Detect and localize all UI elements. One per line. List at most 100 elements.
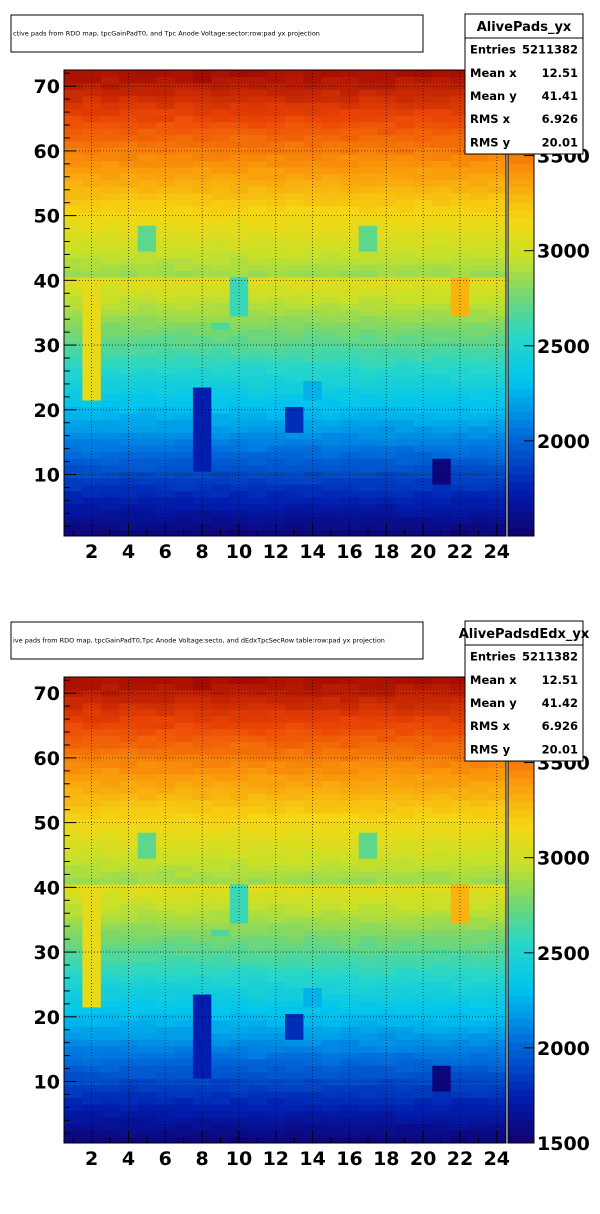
heatmap-cell <box>156 180 175 187</box>
heatmap-cell <box>377 102 396 110</box>
heatmap-cell <box>413 780 433 788</box>
heatmap-cell <box>321 735 341 743</box>
heatmap-cell <box>137 464 157 472</box>
heatmap-cell <box>395 147 415 155</box>
heatmap-cell <box>358 1007 378 1014</box>
heatmap-cell <box>432 192 452 200</box>
heatmap-cell <box>248 722 267 730</box>
heatmap-cell <box>285 354 304 362</box>
heatmap-cell <box>285 134 304 142</box>
heatmap-cell <box>137 942 157 950</box>
heatmap-cell <box>211 929 231 937</box>
heatmap-cell <box>248 231 267 239</box>
heatmap-cell <box>358 231 378 239</box>
heatmap-cell <box>340 774 360 781</box>
heatmap-cell <box>64 225 83 233</box>
heatmap-cell <box>211 748 231 756</box>
heatmap-cell <box>358 335 378 343</box>
heatmap-cell <box>100 121 120 129</box>
heatmap-cell <box>358 1078 378 1086</box>
heatmap-cell <box>174 968 194 976</box>
heatmap-cell <box>64 218 83 226</box>
heatmap-cell <box>285 754 304 762</box>
heatmap-cell <box>377 871 396 879</box>
heatmap-cell <box>229 864 249 872</box>
heatmap-cell <box>395 916 415 924</box>
heatmap-cell <box>100 497 120 505</box>
heatmap-cell <box>174 141 194 149</box>
heatmap-cell <box>137 134 157 142</box>
heatmap-cell <box>432 903 452 911</box>
heatmap-cell <box>321 1045 341 1053</box>
heatmap-cell <box>358 503 378 511</box>
heatmap-cell <box>174 871 194 879</box>
heatmap-cell <box>285 948 304 956</box>
heatmap-cell <box>64 974 83 982</box>
heatmap-cell <box>487 264 507 272</box>
heatmap-cell <box>137 160 157 168</box>
heatmap-cell <box>248 128 267 136</box>
heatmap-cell <box>64 264 83 272</box>
heatmap-cell <box>137 1058 157 1066</box>
heatmap-cell <box>156 380 175 388</box>
heatmap-cell <box>266 948 286 956</box>
heatmap-cell <box>340 490 360 498</box>
heatmap-cell <box>395 432 415 440</box>
heatmap-cell <box>340 825 360 833</box>
heatmap-cell <box>174 134 194 142</box>
heatmap-cell <box>487 1097 507 1105</box>
heatmap-cell <box>64 516 83 524</box>
heatmap-cell <box>248 851 267 859</box>
heatmap-cell <box>340 173 360 181</box>
heatmap-cell <box>211 780 231 788</box>
heatmap-cell <box>192 244 212 252</box>
heatmap-cell <box>248 516 267 524</box>
heatmap-cell <box>211 251 231 259</box>
y-tick-label: 50 <box>34 206 60 228</box>
heatmap-cell <box>156 296 175 304</box>
heatmap-cell <box>487 205 507 213</box>
heatmap-cell <box>285 799 304 807</box>
heatmap-cell <box>413 812 433 820</box>
heatmap-cell <box>229 787 249 794</box>
heatmap-cell <box>229 994 249 1002</box>
heatmap-cell <box>358 115 378 123</box>
heatmap-cell <box>248 793 267 801</box>
heatmap-cell <box>377 205 396 213</box>
heatmap-cell <box>137 819 157 827</box>
heatmap-cell <box>64 335 83 343</box>
heatmap-cell <box>413 458 433 466</box>
heatmap-cell <box>156 774 175 781</box>
heatmap-cell <box>174 354 194 362</box>
heatmap-cell <box>432 238 452 246</box>
heatmap-cell <box>100 425 120 433</box>
heatmap-cell <box>82 825 102 833</box>
heatmap-cell <box>321 709 341 717</box>
heatmap-cell <box>137 95 157 103</box>
x-tick-label: 10 <box>226 1148 252 1170</box>
heatmap-cell <box>487 1104 507 1112</box>
heatmap-cell <box>303 864 323 872</box>
heatmap-cell <box>450 767 470 775</box>
heatmap-cell <box>450 735 470 743</box>
heatmap-cell <box>303 774 323 781</box>
heatmap-cell <box>340 503 360 511</box>
heatmap-cell <box>82 864 102 872</box>
heatmap-cell <box>137 413 157 420</box>
heatmap-cell <box>119 303 139 310</box>
heatmap-cell <box>432 948 452 956</box>
heatmap-cell <box>377 689 396 697</box>
heatmap-cell <box>119 1078 139 1086</box>
heatmap-cell <box>211 1007 231 1014</box>
heatmap-cell <box>156 1117 175 1124</box>
heatmap-cell <box>432 516 452 524</box>
heatmap-cell <box>174 458 194 466</box>
heatmap-cell <box>285 108 304 116</box>
heatmap-cell <box>395 683 415 691</box>
heatmap-cell <box>137 754 157 762</box>
heatmap-cell <box>340 780 360 788</box>
heatmap-cell <box>395 832 415 840</box>
heatmap-cell <box>377 825 396 833</box>
heatmap-cell <box>358 167 378 174</box>
heatmap-cell <box>174 303 194 310</box>
